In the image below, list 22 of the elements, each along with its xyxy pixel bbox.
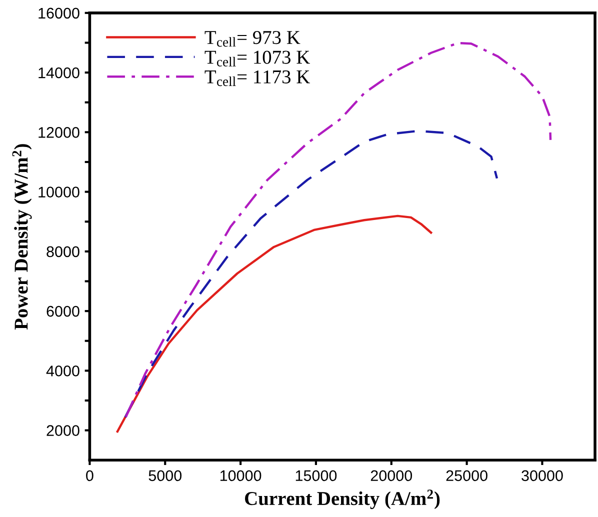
x-tick-label: 5000: [148, 470, 182, 482]
x-axis-title: Current Density (A/m$^{2}$): [245, 490, 440, 510]
y-tick-label: 4000: [46, 366, 80, 376]
line-series: [124, 130, 498, 418]
legend-label: T$_{cell}$= 1173 K: [204, 70, 310, 86]
x-tick-label: 15000: [296, 470, 337, 482]
line-series: [116, 214, 432, 433]
y-tick-label: 2000: [46, 425, 80, 436]
x-tick-label: 0: [86, 470, 94, 482]
y-tick-label: 8000: [46, 246, 80, 258]
x-tick-label: 25000: [446, 470, 488, 482]
y-tick-label: 6000: [46, 306, 80, 317]
legend-label: T$_{cell}$= 1073 K: [204, 50, 310, 66]
legend-label: T$_{cell}$= 973 K: [204, 31, 300, 47]
y-tick-label: 16000: [38, 8, 80, 19]
x-tick-label: 30000: [522, 470, 563, 482]
x-tick-label: 10000: [220, 470, 262, 482]
y-tick-label: 14000: [38, 67, 80, 78]
y-tick-label: 10000: [38, 186, 80, 198]
x-tick-label: 20000: [370, 470, 412, 482]
y-axis-title: Power Density (W/m$^{2}$): [12, 144, 32, 330]
y-tick-label: 12000: [38, 127, 80, 138]
